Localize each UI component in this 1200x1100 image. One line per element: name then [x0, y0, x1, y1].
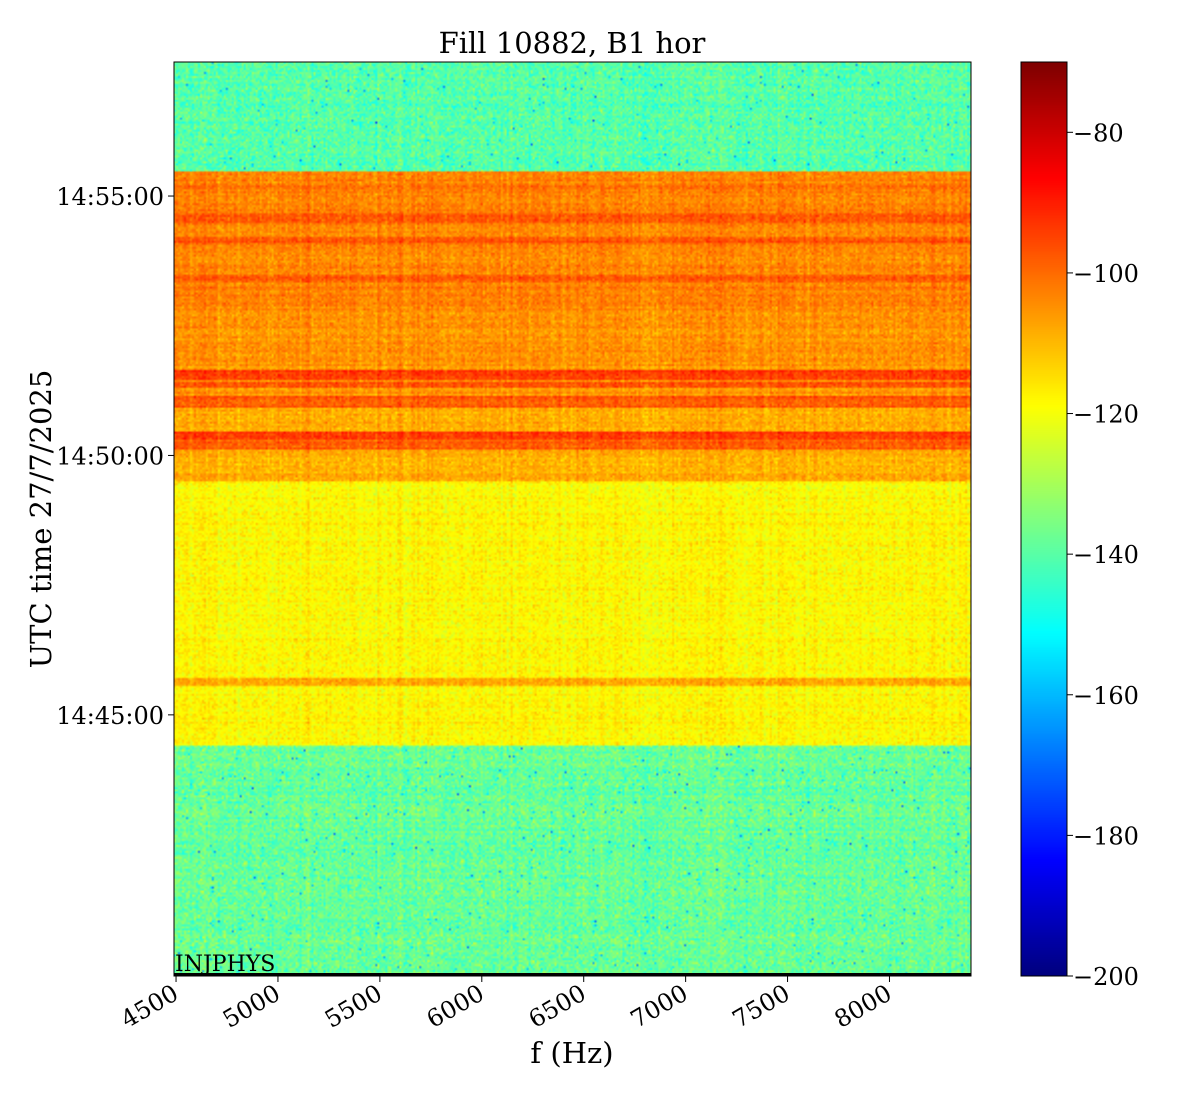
heatmap-plot-area: INJPHYS	[173, 61, 972, 977]
x-tick-label: 7000	[626, 979, 693, 1034]
colorbar-tick-label: −120	[1073, 401, 1139, 429]
colorbar-tick-label: −140	[1073, 541, 1139, 569]
chart-title: Fill 10882, B1 hor	[439, 26, 706, 60]
colorbar-tick-label: −180	[1073, 822, 1139, 850]
x-tick-label: 5000	[218, 979, 285, 1034]
x-axis: 4500 5000 5500 6000 6500 7000 7500 8000	[116, 976, 896, 1034]
y-tick-label: 14:50:00	[56, 442, 164, 470]
colorbar: −80 −100 −120 −140 −160 −180 −200	[1020, 61, 1139, 991]
colorbar-tick-label: −80	[1073, 119, 1124, 147]
x-axis-label: f (Hz)	[530, 1036, 613, 1070]
spectrogram-heatmap	[174, 62, 971, 976]
x-tick-label: 7500	[728, 979, 795, 1034]
colorbar-tick-label: −200	[1073, 963, 1139, 991]
y-tick-label: 14:45:00	[56, 702, 164, 730]
colorbar-frame	[1020, 61, 1068, 977]
colorbar-gradient	[1021, 62, 1067, 976]
colorbar-tick-label: −100	[1073, 260, 1139, 288]
x-tick-label: 6500	[524, 979, 591, 1034]
colorbar-tick-label: −160	[1073, 682, 1139, 710]
x-tick-label: 6000	[422, 979, 489, 1034]
x-tick-label: 8000	[830, 979, 897, 1034]
injphys-annotation: INJPHYS	[175, 952, 275, 977]
x-tick-label: 4500	[116, 979, 183, 1034]
y-tick-label: 14:55:00	[56, 183, 164, 211]
x-tick-label: 5500	[320, 979, 387, 1034]
y-axis: 14:55:00 14:50:00 14:45:00	[56, 183, 174, 730]
y-axis-label: UTC time 27/7/2025	[24, 370, 58, 669]
plot-frame	[173, 61, 972, 977]
colorbar-ticks: −80 −100 −120 −140 −160 −180 −200	[1067, 119, 1139, 991]
